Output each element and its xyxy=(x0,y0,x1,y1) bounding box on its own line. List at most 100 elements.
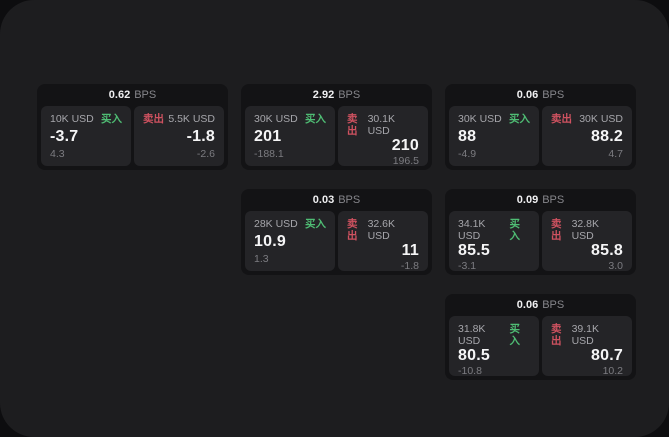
buy-side-label: 买入 xyxy=(509,218,520,242)
card-body: 28K USD 买入 10.9 1.3 卖出 32.6K USD 11 -1.8 xyxy=(245,211,428,272)
sell-tile[interactable]: 卖出 39.1K USD 80.7 10.2 xyxy=(542,316,632,377)
buy-amount: 30K USD xyxy=(254,113,298,125)
card-header: 0.06 BPS xyxy=(449,294,632,316)
sell-price: 210 xyxy=(391,137,419,154)
quote-card: 0.06 BPS 31.8K USD 买入 80.5 -10.8 卖出 39.1… xyxy=(445,294,636,380)
bps-value: 0.03 xyxy=(312,194,335,206)
buy-tile[interactable]: 30K USD 买入 88 -4.9 xyxy=(449,106,539,166)
card-header: 0.06 BPS xyxy=(449,84,632,106)
buy-tile-header: 34.1K USD 买入 xyxy=(458,218,530,242)
sell-tile-header: 卖出 5.5K USD xyxy=(143,113,215,125)
buy-side-label: 买入 xyxy=(101,113,122,125)
buy-secondary-value: -3.1 xyxy=(458,260,477,272)
bps-unit-label: BPS xyxy=(338,89,361,101)
bps-unit-label: BPS xyxy=(134,89,157,101)
sell-price: -1.8 xyxy=(186,127,215,145)
bps-value: 0.62 xyxy=(108,89,131,101)
buy-tile-header: 30K USD 买入 xyxy=(458,113,530,125)
buy-tile-header: 30K USD 买入 xyxy=(254,113,326,125)
buy-side-label: 买入 xyxy=(509,113,530,125)
buy-secondary-value: -4.9 xyxy=(458,148,477,160)
sell-secondary-value: 4.7 xyxy=(608,148,623,160)
sell-secondary-value: 10.2 xyxy=(602,365,623,377)
sell-tile-header: 卖出 30.1K USD xyxy=(347,113,419,137)
buy-price: 88 xyxy=(458,127,477,145)
card-header: 0.62 BPS xyxy=(41,84,224,106)
buy-price: -3.7 xyxy=(50,127,79,145)
sell-side-label: 卖出 xyxy=(551,218,562,242)
sell-secondary-value: 196.5 xyxy=(392,155,419,167)
buy-tile[interactable]: 30K USD 买入 201 -188.1 xyxy=(245,106,335,166)
sell-side-label: 卖出 xyxy=(551,323,562,347)
sell-tile[interactable]: 卖出 5.5K USD -1.8 -2.6 xyxy=(134,106,224,166)
sell-price: 11 xyxy=(401,242,419,259)
bps-unit-label: BPS xyxy=(338,194,361,206)
sell-side-label: 卖出 xyxy=(143,113,164,125)
quote-card: 0.09 BPS 34.1K USD 买入 85.5 -3.1 卖出 32.8K… xyxy=(445,189,636,275)
quote-card: 2.92 BPS 30K USD 买入 201 -188.1 卖出 30.1K … xyxy=(241,84,432,170)
buy-price: 10.9 xyxy=(254,232,286,250)
sell-amount: 32.8K USD xyxy=(571,218,600,242)
buy-amount: 31.8K USD xyxy=(458,323,486,347)
buy-price: 201 xyxy=(254,127,282,145)
buy-amount: 30K USD xyxy=(458,113,502,125)
buy-secondary-value: 4.3 xyxy=(50,148,65,160)
sell-amount: 30K USD xyxy=(579,113,623,125)
buy-amount: 10K USD xyxy=(50,113,94,125)
sell-price: 80.7 xyxy=(591,347,623,364)
card-header: 0.03 BPS xyxy=(245,189,428,211)
sell-tile[interactable]: 卖出 32.6K USD 11 -1.8 xyxy=(338,211,428,272)
buy-amount: 34.1K USD xyxy=(458,218,486,242)
bps-value: 2.92 xyxy=(312,89,335,101)
sell-tile-header: 卖出 32.8K USD xyxy=(551,218,623,242)
buy-secondary-value: -10.8 xyxy=(458,365,482,377)
card-body: 30K USD 买入 88 -4.9 卖出 30K USD 88.2 4.7 xyxy=(449,106,632,166)
sell-secondary-value: -1.8 xyxy=(400,260,419,272)
sell-tile-header: 卖出 32.6K USD xyxy=(347,218,419,242)
sell-amount: 30.1K USD xyxy=(367,113,396,137)
buy-side-label: 买入 xyxy=(305,113,326,125)
buy-secondary-value: 1.3 xyxy=(254,253,269,265)
buy-tile-header: 31.8K USD 买入 xyxy=(458,323,530,347)
sell-price: 85.8 xyxy=(591,242,623,259)
quote-cards-grid: 0.62 BPS 10K USD 买入 -3.7 4.3 卖出 5.5K USD… xyxy=(37,84,636,380)
bps-unit-label: BPS xyxy=(542,89,565,101)
card-header: 0.09 BPS xyxy=(449,189,632,211)
card-body: 30K USD 买入 201 -188.1 卖出 30.1K USD 210 1… xyxy=(245,106,428,167)
quote-card: 0.03 BPS 28K USD 买入 10.9 1.3 卖出 32.6K US… xyxy=(241,189,432,275)
buy-side-label: 买入 xyxy=(509,323,520,347)
sell-amount: 5.5K USD xyxy=(168,113,215,125)
sell-amount: 32.6K USD xyxy=(367,218,396,242)
sell-secondary-value: 3.0 xyxy=(608,260,623,272)
buy-tile[interactable]: 31.8K USD 买入 80.5 -10.8 xyxy=(449,316,539,377)
sell-tile[interactable]: 卖出 30K USD 88.2 4.7 xyxy=(542,106,632,166)
bps-value: 0.06 xyxy=(516,89,539,101)
buy-amount: 28K USD xyxy=(254,218,298,230)
sell-price: 88.2 xyxy=(591,127,623,145)
card-header: 2.92 BPS xyxy=(245,84,428,106)
buy-tile-header: 28K USD 买入 xyxy=(254,218,326,230)
bps-value: 0.06 xyxy=(516,299,539,311)
sell-tile[interactable]: 卖出 32.8K USD 85.8 3.0 xyxy=(542,211,632,272)
buy-tile[interactable]: 10K USD 买入 -3.7 4.3 xyxy=(41,106,131,166)
sell-amount: 39.1K USD xyxy=(571,323,600,347)
buy-tile[interactable]: 34.1K USD 买入 85.5 -3.1 xyxy=(449,211,539,272)
card-body: 31.8K USD 买入 80.5 -10.8 卖出 39.1K USD 80.… xyxy=(449,316,632,377)
bps-value: 0.09 xyxy=(516,194,539,206)
buy-side-label: 买入 xyxy=(305,218,326,230)
card-body: 10K USD 买入 -3.7 4.3 卖出 5.5K USD -1.8 -2.… xyxy=(41,106,224,166)
quote-card: 0.06 BPS 30K USD 买入 88 -4.9 卖出 30K USD 8… xyxy=(445,84,636,170)
sell-side-label: 卖出 xyxy=(347,218,358,242)
sell-tile-header: 卖出 39.1K USD xyxy=(551,323,623,347)
buy-price: 80.5 xyxy=(458,347,490,364)
sell-tile[interactable]: 卖出 30.1K USD 210 196.5 xyxy=(338,106,428,167)
buy-tile[interactable]: 28K USD 买入 10.9 1.3 xyxy=(245,211,335,271)
buy-secondary-value: -188.1 xyxy=(254,148,284,160)
sell-side-label: 卖出 xyxy=(551,113,572,125)
bps-unit-label: BPS xyxy=(542,299,565,311)
sell-secondary-value: -2.6 xyxy=(196,148,215,160)
bps-unit-label: BPS xyxy=(542,194,565,206)
card-body: 34.1K USD 买入 85.5 -3.1 卖出 32.8K USD 85.8… xyxy=(449,211,632,272)
sell-side-label: 卖出 xyxy=(347,113,358,137)
